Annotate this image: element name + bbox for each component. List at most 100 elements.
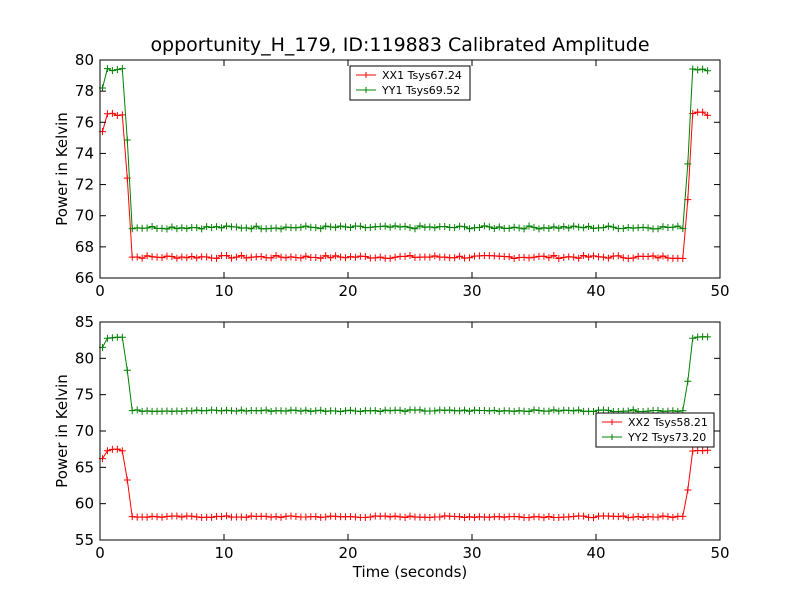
data-point — [178, 224, 186, 232]
data-point — [530, 223, 538, 231]
data-point — [322, 513, 330, 521]
data-point — [391, 512, 399, 520]
data-point — [505, 407, 513, 415]
data-point — [570, 407, 578, 415]
data-point — [282, 407, 290, 415]
data-point — [560, 223, 568, 231]
data-point — [580, 512, 588, 520]
x-tick-label: 30 — [462, 282, 481, 300]
data-point — [227, 254, 235, 262]
data-point — [386, 254, 394, 262]
data-point — [396, 223, 404, 231]
x-tick-label: 40 — [586, 282, 605, 300]
data-point — [386, 223, 394, 231]
data-point — [550, 223, 558, 231]
data-point — [436, 513, 444, 521]
y-tick-label: 65 — [75, 458, 94, 476]
data-point — [143, 252, 151, 260]
data-point — [381, 512, 389, 520]
data-point — [262, 406, 270, 414]
data-point — [257, 407, 265, 415]
data-point — [173, 512, 181, 520]
data-point — [495, 513, 503, 521]
data-point — [639, 223, 647, 231]
data-point — [629, 254, 637, 262]
y-tick-label: 68 — [75, 238, 94, 256]
data-point — [604, 254, 612, 262]
data-point — [272, 251, 280, 259]
data-point — [495, 407, 503, 415]
data-point — [287, 253, 295, 261]
data-point — [376, 407, 384, 415]
data-point — [203, 253, 211, 261]
data-point — [570, 253, 578, 261]
data-point — [312, 513, 320, 521]
data-point — [619, 512, 627, 520]
data-point — [277, 253, 285, 261]
data-point — [386, 513, 394, 521]
data-point — [525, 254, 533, 262]
data-point — [416, 222, 424, 230]
data-point — [694, 66, 702, 74]
data-point — [242, 224, 250, 232]
data-point — [406, 512, 414, 520]
data-point — [480, 222, 488, 230]
data-point — [173, 254, 181, 262]
data-point — [242, 407, 250, 415]
data-point — [679, 225, 687, 233]
data-point — [560, 253, 568, 261]
data-point — [466, 254, 474, 262]
data-point — [585, 253, 593, 261]
data-point — [426, 223, 434, 231]
data-point — [431, 252, 439, 260]
data-point — [456, 513, 464, 521]
data-point — [624, 514, 632, 522]
data-point — [222, 222, 230, 230]
data-point — [178, 407, 186, 415]
x-tick-label: 20 — [338, 282, 357, 300]
data-point — [466, 407, 474, 415]
data-point — [337, 222, 345, 230]
data-point — [545, 407, 553, 415]
data-point — [371, 407, 379, 415]
data-point — [108, 109, 116, 117]
data-point — [158, 513, 166, 521]
data-point — [461, 514, 469, 522]
x-tick-label: 0 — [95, 282, 105, 300]
data-point — [590, 408, 598, 416]
data-point — [475, 223, 483, 231]
data-point — [292, 254, 300, 262]
data-point — [614, 513, 622, 521]
data-point — [466, 225, 474, 233]
data-point — [599, 253, 607, 261]
data-point — [297, 223, 305, 231]
data-point — [272, 224, 280, 232]
data-point — [337, 408, 345, 416]
data-point — [401, 222, 409, 230]
chart-title: opportunity_H_179, ID:119883 Calibrated … — [150, 34, 650, 56]
data-point — [173, 225, 181, 233]
data-point — [118, 447, 126, 455]
data-point — [262, 512, 270, 520]
data-point — [282, 223, 290, 231]
data-point — [555, 407, 563, 415]
data-point — [337, 253, 345, 261]
y-tick-label: 80 — [75, 349, 94, 367]
data-point — [128, 407, 136, 415]
data-point — [535, 513, 543, 521]
top-y-axis-label: Power in Kelvin — [53, 112, 71, 226]
data-point — [193, 406, 201, 414]
data-point — [247, 225, 255, 233]
data-point — [123, 476, 131, 484]
y-tick-label: 55 — [75, 531, 94, 549]
data-point — [431, 224, 439, 232]
data-point — [198, 225, 206, 233]
data-point — [441, 253, 449, 261]
data-point — [669, 223, 677, 231]
data-point — [222, 512, 230, 520]
data-point — [704, 446, 712, 454]
data-point — [302, 406, 310, 414]
data-point — [654, 225, 662, 233]
data-point — [118, 333, 126, 341]
data-point — [644, 224, 652, 232]
